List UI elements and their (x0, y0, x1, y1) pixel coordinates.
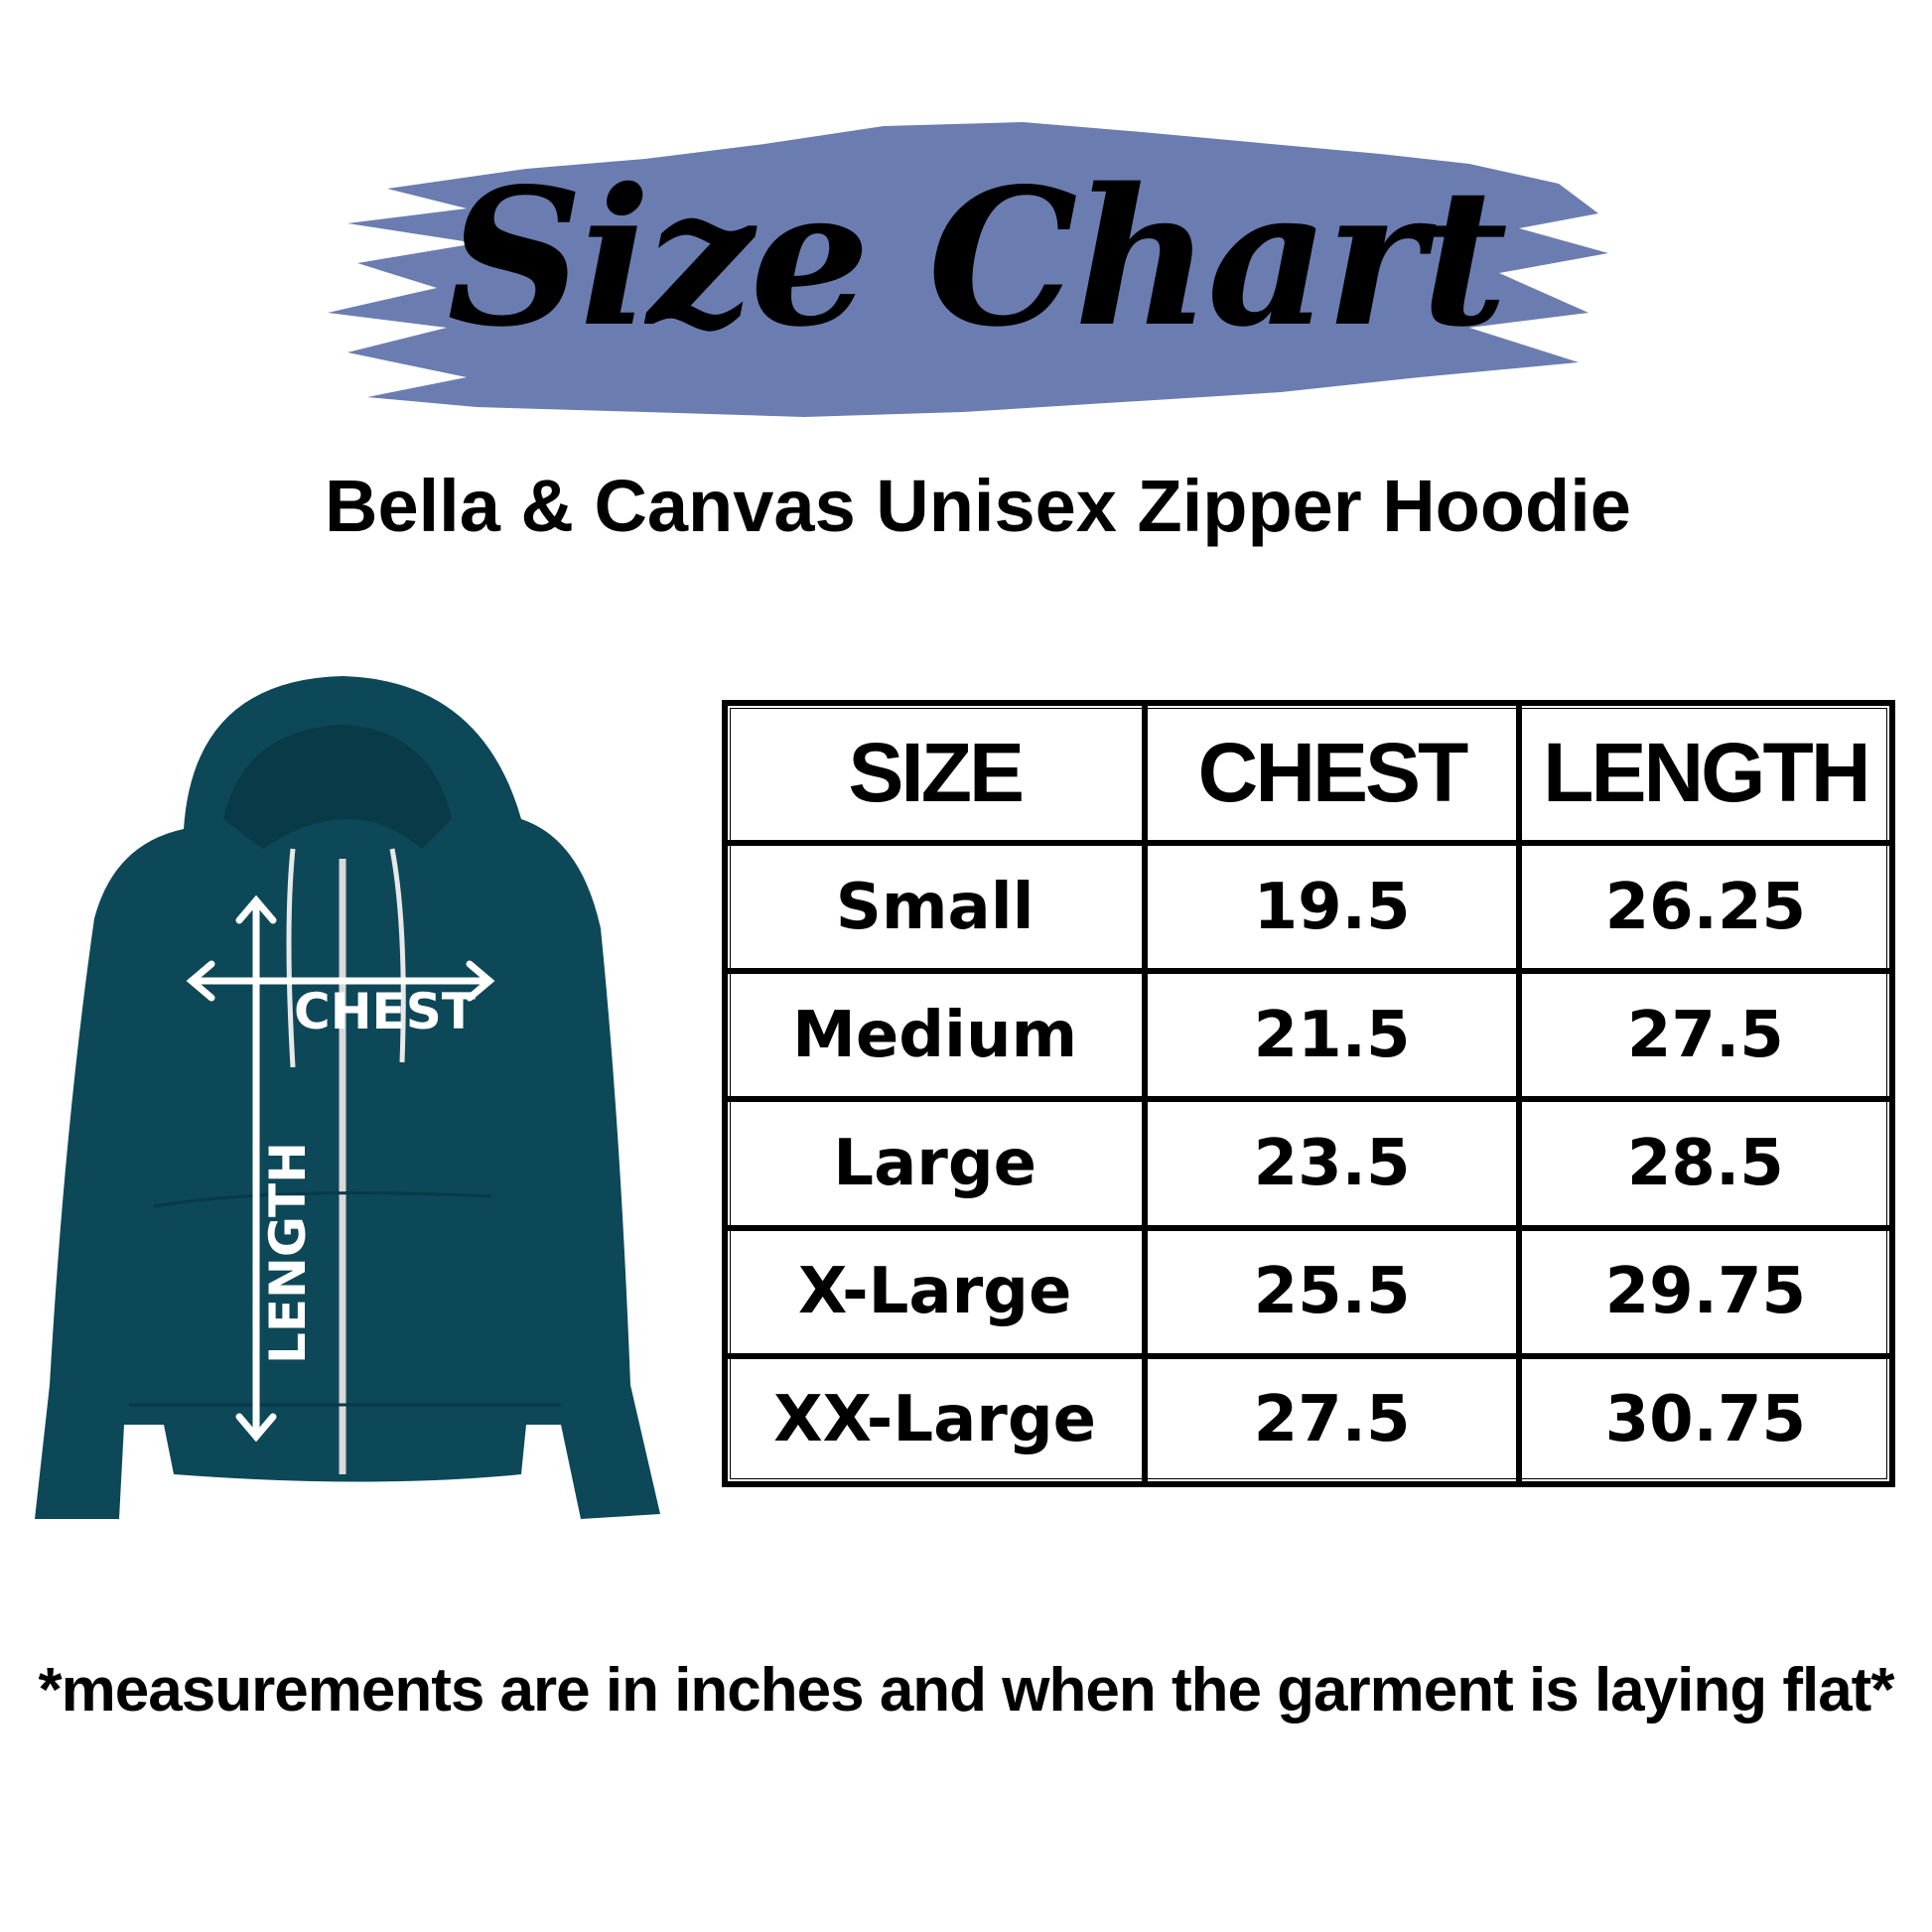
size-cell: Small (721, 839, 1149, 975)
header-length: LENGTH (1515, 700, 1896, 846)
length-cell: 27.5 (1515, 968, 1896, 1103)
size-cell: Medium (721, 968, 1149, 1103)
header-size: SIZE (721, 700, 1149, 846)
page-title: Size Chart (447, 147, 1508, 368)
measurement-note: *measurements are in inches and when the… (38, 1656, 1895, 1725)
chest-arrow (186, 960, 495, 1002)
length-cell: 30.75 (1515, 1352, 1896, 1488)
hoodie-illustration (35, 676, 660, 1519)
size-table: SIZE CHEST LENGTH Small 19.5 26.25 Mediu… (721, 700, 1896, 1488)
header-chest: CHEST (1142, 700, 1522, 846)
size-cell: Large (721, 1096, 1149, 1231)
length-cell: 28.5 (1515, 1096, 1896, 1231)
length-arrow (235, 895, 277, 1443)
table-row: X-Large 25.5 29.75 (721, 1224, 1896, 1359)
chest-cell: 19.5 (1142, 839, 1522, 975)
table-row: Medium 21.5 27.5 (721, 968, 1896, 1103)
chest-cell: 21.5 (1142, 968, 1522, 1103)
table-header-row: SIZE CHEST LENGTH (721, 700, 1896, 846)
length-label: LENGTH (259, 1142, 317, 1364)
chest-cell: 23.5 (1142, 1096, 1522, 1231)
table-row: XX-Large 27.5 30.75 (721, 1352, 1896, 1488)
length-cell: 26.25 (1515, 839, 1896, 975)
length-cell: 29.75 (1515, 1224, 1896, 1359)
chest-label: CHEST (294, 983, 476, 1040)
chest-cell: 25.5 (1142, 1224, 1522, 1359)
table-row: Small 19.5 26.25 (721, 839, 1896, 975)
size-cell: X-Large (721, 1224, 1149, 1359)
brush-stroke-background (328, 122, 1608, 417)
chest-cell: 27.5 (1142, 1352, 1522, 1488)
table-row: Large 23.5 28.5 (721, 1096, 1896, 1231)
size-cell: XX-Large (721, 1352, 1149, 1488)
product-subtitle: Bella & Canvas Unisex Zipper Hoodie (325, 465, 1631, 547)
